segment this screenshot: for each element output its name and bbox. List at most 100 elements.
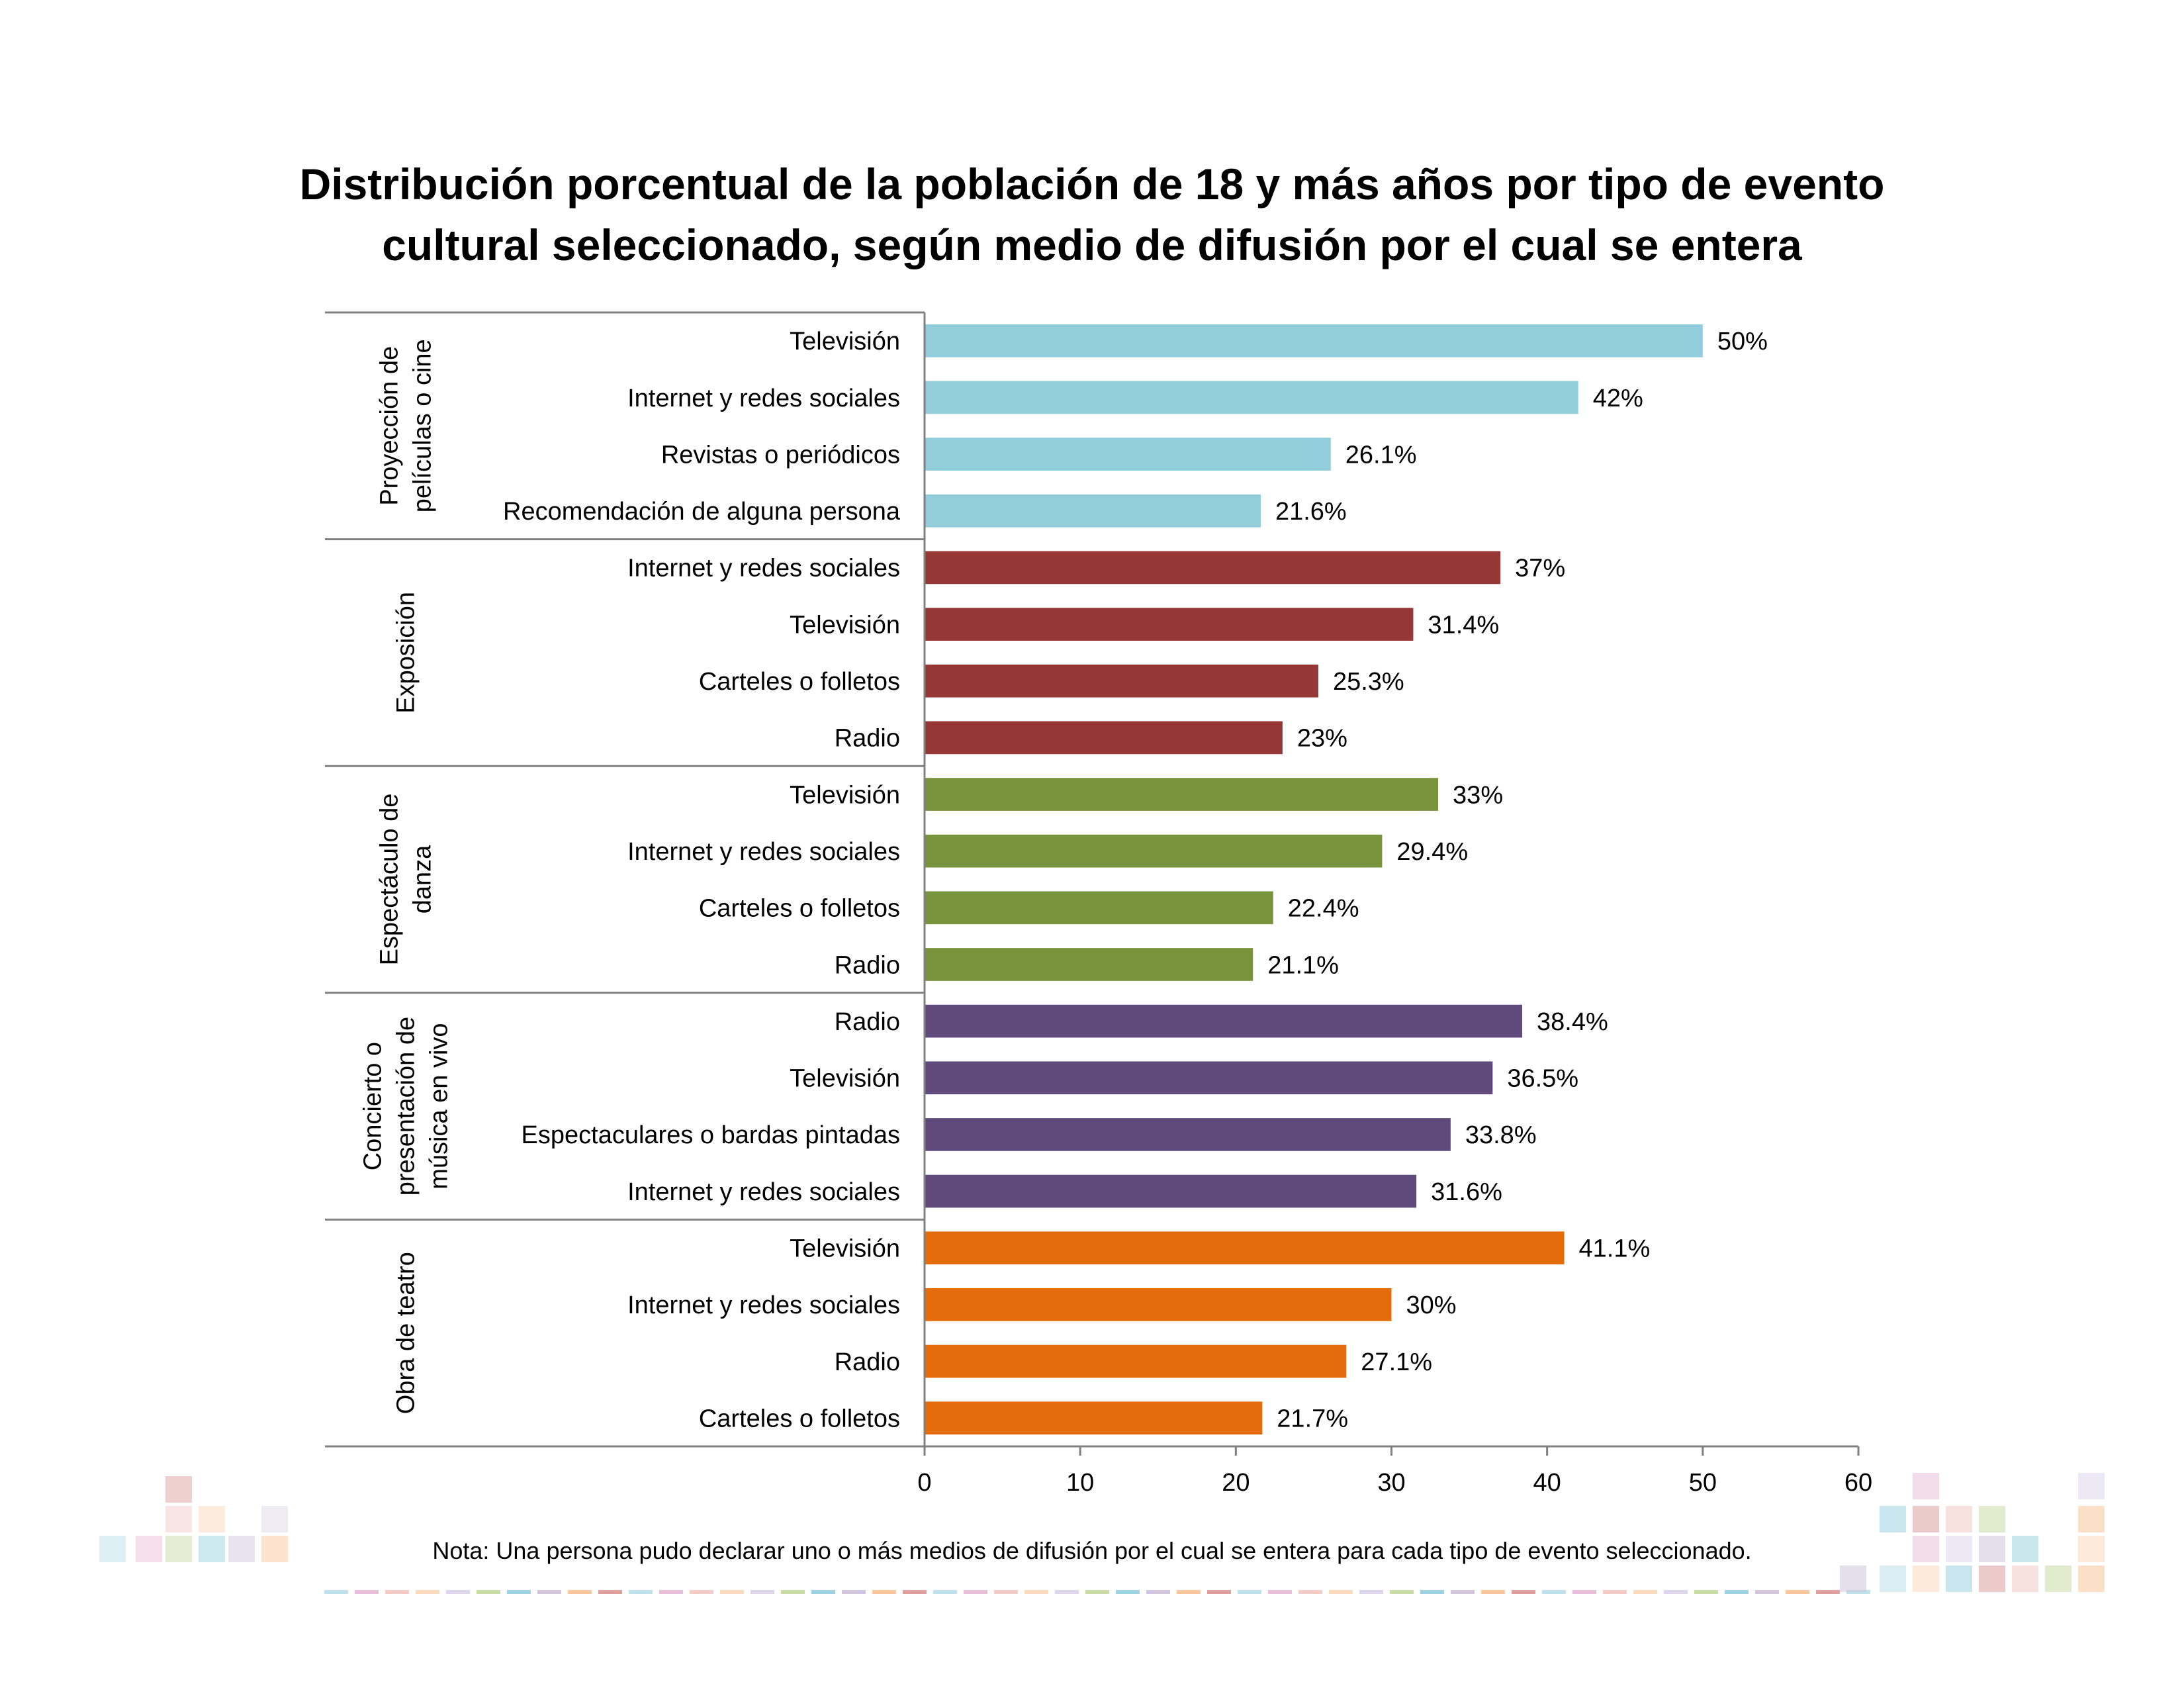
chart-group-1: Proyección de películas o cine Televisión 5…	[325, 311, 1768, 541]
decor-tile	[1542, 1590, 1566, 1594]
category-label: Televisión	[790, 328, 900, 355]
category-label: Internet y redes sociales	[627, 385, 900, 412]
decor-tile	[1913, 1506, 1939, 1532]
decor-tile	[261, 1506, 288, 1532]
category-label: Carteles o folletos	[699, 1405, 900, 1432]
category-label: Televisión	[790, 611, 900, 639]
decor-tile	[1146, 1590, 1170, 1594]
bar	[925, 1004, 1523, 1038]
decor-tile	[1359, 1590, 1383, 1594]
x-tick-label: 50	[1689, 1469, 1717, 1497]
bar	[925, 891, 1273, 925]
decor-tile	[537, 1590, 561, 1594]
bar	[925, 438, 1331, 471]
decor-tile	[720, 1590, 744, 1594]
decor-tile	[1024, 1590, 1048, 1594]
decor-tile	[99, 1536, 126, 1562]
data-label: 25.3%	[1333, 668, 1404, 696]
bar	[925, 1061, 1493, 1095]
bar	[925, 834, 1383, 868]
data-label: 33%	[1453, 781, 1503, 809]
chart-group-4: Concierto o presentación de música en vivo…	[325, 1004, 1608, 1221]
decor-tile	[165, 1476, 192, 1503]
decor-tile	[165, 1506, 192, 1532]
decor-tile	[2045, 1566, 2071, 1592]
decor-tile	[1946, 1536, 1972, 1562]
data-label: 26.1%	[1345, 441, 1417, 469]
category-label: Recomendación de alguna persona	[503, 498, 901, 526]
group-label-line: Exposición	[392, 592, 420, 714]
bar	[925, 608, 1414, 641]
decor-tile	[1725, 1590, 1749, 1594]
category-label: Radio	[835, 1008, 900, 1036]
data-label: 21.6%	[1275, 498, 1347, 526]
decor-tile	[629, 1590, 653, 1594]
group-label-line: danza	[408, 845, 436, 914]
decor-tile	[1979, 1506, 2005, 1532]
data-label: 50%	[1717, 328, 1768, 355]
data-label: 42%	[1593, 385, 1643, 412]
data-label: 27.1%	[1361, 1348, 1432, 1376]
bar	[925, 1118, 1451, 1151]
category-label: Internet y redes sociales	[627, 1178, 900, 1206]
decor-tile	[261, 1536, 288, 1562]
bar	[925, 721, 1283, 755]
decor-tile	[507, 1590, 531, 1594]
category-label: Televisión	[790, 781, 900, 809]
decor-tile	[355, 1590, 379, 1594]
x-tick-label: 40	[1533, 1469, 1561, 1497]
decor-tile	[1913, 1566, 1939, 1592]
group-label: Proyección de películas o cine	[375, 339, 436, 512]
category-label: Carteles o folletos	[699, 895, 900, 923]
group-label-line: Proyección de	[375, 346, 403, 506]
decor-tile	[1694, 1590, 1718, 1594]
group-label-line: presentación de	[392, 1017, 420, 1196]
decor-tile	[1979, 1536, 2005, 1562]
bar	[925, 1174, 1417, 1208]
bar	[925, 1344, 1347, 1378]
category-label: Carteles o folletos	[699, 668, 900, 696]
bar	[925, 1401, 1263, 1435]
data-label: 29.4%	[1396, 838, 1468, 866]
data-label: 23%	[1297, 725, 1347, 753]
bar	[925, 948, 1253, 981]
bar	[925, 324, 1703, 357]
decor-tile	[1979, 1566, 2005, 1592]
category-label: Radio	[835, 725, 900, 753]
decor-tile	[568, 1590, 592, 1594]
decor-tile	[842, 1590, 866, 1594]
decor-tile	[1420, 1590, 1444, 1594]
decor-tile	[1116, 1590, 1140, 1594]
decor-tile	[690, 1590, 713, 1594]
decor-tile	[1880, 1506, 1906, 1532]
decor-tile	[1664, 1590, 1688, 1594]
decor-tile	[2078, 1536, 2105, 1562]
category-label: Espectaculares o bardas pintadas	[522, 1121, 900, 1149]
decor-tile	[1207, 1590, 1231, 1594]
category-label: Televisión	[790, 1235, 900, 1263]
category-label: Televisión	[790, 1065, 900, 1093]
x-tick-label: 10	[1066, 1469, 1094, 1497]
bar	[925, 664, 1318, 698]
chart-title: Distribución porcentual de la población …	[0, 154, 2184, 275]
decor-tile	[1603, 1590, 1627, 1594]
group-label-line: Obra de teatro	[392, 1252, 420, 1414]
data-label: 41.1%	[1579, 1235, 1651, 1263]
category-label: Radio	[835, 951, 900, 979]
decor-tile	[1329, 1590, 1353, 1594]
decor-tile	[1085, 1590, 1109, 1594]
decor-tile	[2078, 1473, 2105, 1499]
decor-tile	[872, 1590, 896, 1594]
chart-title-line-1: Distribución porcentual de la población …	[299, 160, 1885, 209]
decor-tile	[903, 1590, 927, 1594]
decor-tile	[199, 1506, 225, 1532]
decor-tile	[324, 1590, 348, 1594]
data-label: 30%	[1406, 1291, 1457, 1319]
decor-tile	[477, 1590, 500, 1594]
decor-tile	[1840, 1566, 1866, 1592]
decor-tile	[1755, 1590, 1779, 1594]
decor-tile	[994, 1590, 1018, 1594]
group-label-line: música en vivo	[425, 1023, 453, 1189]
decor-tile	[1913, 1536, 1939, 1562]
